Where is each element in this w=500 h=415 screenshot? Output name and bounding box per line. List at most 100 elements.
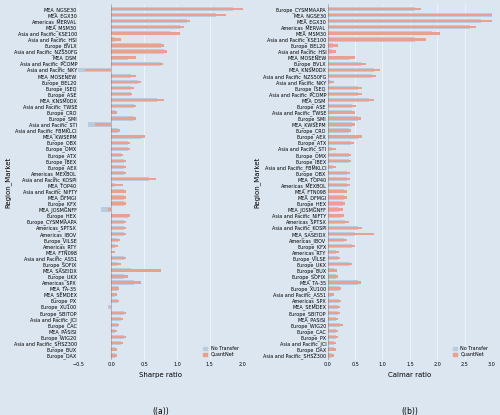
Bar	[328, 93, 362, 95]
Bar	[112, 342, 123, 344]
Bar	[112, 220, 124, 224]
Bar	[112, 44, 164, 46]
Bar	[328, 354, 334, 356]
Bar	[112, 347, 114, 352]
Bar	[112, 160, 126, 162]
Bar	[328, 49, 332, 54]
Bar	[328, 153, 348, 157]
Bar	[328, 141, 351, 145]
Bar	[328, 238, 344, 242]
Bar	[112, 13, 216, 17]
Bar	[328, 251, 338, 253]
Bar	[328, 288, 342, 290]
Bar	[328, 43, 333, 48]
Bar	[112, 98, 158, 103]
Bar	[112, 281, 134, 285]
Bar	[328, 122, 352, 127]
Bar	[328, 305, 338, 309]
Bar	[328, 98, 369, 103]
Bar	[112, 75, 136, 77]
Bar	[112, 14, 226, 16]
Bar	[112, 329, 114, 333]
Bar	[328, 329, 336, 333]
Bar	[112, 293, 114, 297]
Bar	[328, 111, 355, 114]
Bar	[328, 341, 334, 345]
Bar	[328, 183, 347, 188]
Bar	[112, 300, 119, 302]
Bar	[112, 232, 124, 236]
Bar	[112, 299, 118, 303]
Bar	[112, 141, 128, 145]
Bar	[112, 31, 170, 35]
Legend: No Transfer, QuantNet: No Transfer, QuantNet	[452, 345, 490, 358]
Bar	[112, 171, 124, 175]
Bar	[328, 336, 338, 338]
Bar	[328, 142, 354, 144]
Bar	[112, 341, 121, 345]
Bar	[328, 13, 498, 17]
Bar	[328, 318, 338, 320]
Bar	[328, 226, 358, 230]
Bar	[112, 129, 118, 133]
Bar	[112, 238, 118, 242]
Bar	[112, 245, 118, 247]
Bar	[328, 208, 343, 211]
Bar	[328, 281, 358, 285]
Bar	[78, 68, 112, 72]
Bar	[112, 146, 128, 151]
Text: ((a)): ((a))	[152, 407, 169, 415]
Bar	[328, 268, 334, 273]
Bar	[328, 20, 492, 22]
Bar	[328, 110, 352, 115]
Bar	[112, 99, 164, 101]
Bar	[328, 256, 338, 260]
Bar	[328, 262, 349, 266]
Bar	[112, 251, 114, 253]
Bar	[328, 220, 348, 223]
Bar	[328, 232, 355, 236]
Bar	[112, 56, 128, 60]
Bar	[112, 19, 187, 23]
Bar	[328, 99, 374, 101]
Bar	[112, 239, 120, 241]
Bar	[112, 80, 138, 84]
Bar	[328, 31, 432, 35]
Bar	[112, 43, 160, 48]
Bar	[328, 148, 336, 150]
Bar	[328, 8, 421, 10]
Bar	[112, 275, 128, 278]
Bar	[112, 288, 119, 290]
Bar	[328, 220, 345, 224]
Bar	[328, 166, 336, 168]
Bar	[112, 335, 124, 339]
Bar	[112, 324, 119, 326]
Bar	[328, 74, 372, 78]
Bar	[328, 104, 352, 108]
Bar	[112, 354, 116, 356]
Bar	[328, 233, 374, 235]
Bar	[112, 87, 134, 89]
Bar	[328, 38, 426, 41]
Bar	[112, 81, 141, 83]
Bar	[328, 245, 355, 247]
Bar	[112, 226, 124, 230]
Bar	[328, 293, 332, 297]
Bar	[328, 14, 500, 16]
Bar	[328, 311, 338, 315]
Bar	[328, 165, 333, 169]
Bar	[112, 153, 121, 157]
Bar	[112, 104, 134, 108]
Bar	[112, 244, 114, 248]
Bar	[112, 268, 131, 273]
Bar	[328, 335, 336, 339]
Bar	[112, 37, 114, 42]
Bar	[112, 201, 124, 205]
Bar	[112, 281, 141, 284]
Bar	[95, 123, 112, 126]
Bar	[328, 214, 342, 218]
Bar	[112, 178, 156, 181]
Bar	[328, 208, 338, 212]
Bar	[328, 250, 336, 254]
Bar	[112, 353, 114, 358]
